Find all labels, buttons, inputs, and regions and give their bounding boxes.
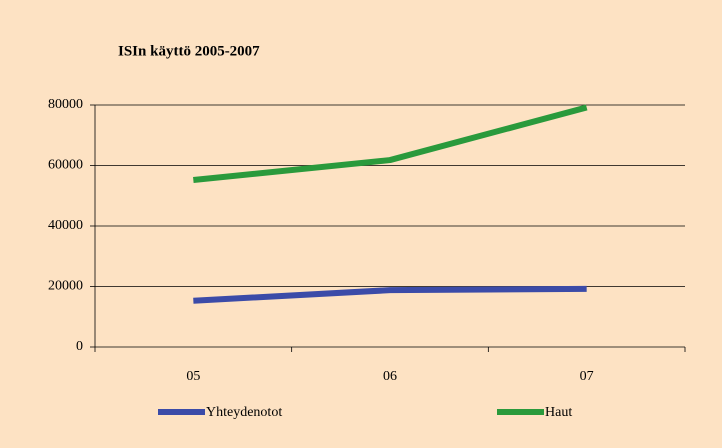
y-tick-label: 0 bbox=[76, 339, 83, 354]
chart-title: ISIn käyttö 2005-2007 bbox=[118, 43, 260, 59]
line-series bbox=[193, 104, 588, 184]
y-tick-label: 60000 bbox=[48, 158, 83, 173]
y-tick-label: 80000 bbox=[48, 97, 83, 112]
x-tick-label: 05 bbox=[186, 369, 200, 384]
legend-label: Yhteydenotot bbox=[206, 405, 282, 420]
y-tick-label: 20000 bbox=[48, 279, 83, 294]
y-tick-label: 40000 bbox=[48, 218, 83, 233]
line-series bbox=[193, 285, 587, 304]
x-tick-label: 07 bbox=[580, 369, 594, 384]
x-tick-label: 06 bbox=[383, 369, 397, 384]
legend-label: Haut bbox=[545, 405, 572, 420]
